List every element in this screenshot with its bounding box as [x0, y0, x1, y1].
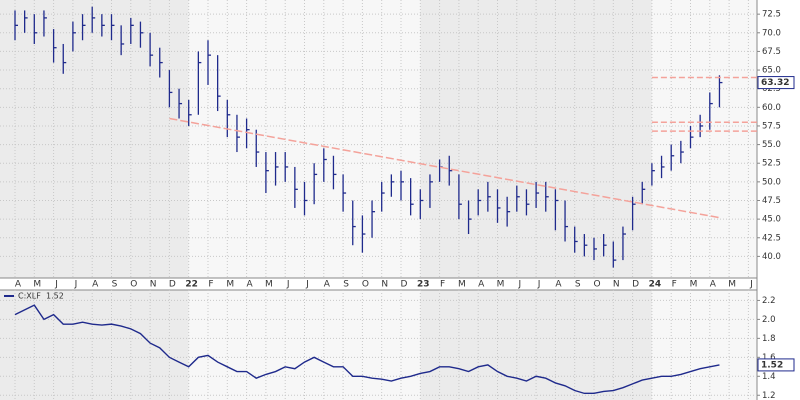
x-tick-label: D	[632, 280, 639, 290]
x-tick-label: 23	[417, 280, 430, 290]
x-tick-label: A	[92, 280, 99, 290]
year-band	[651, 290, 757, 400]
year-band	[0, 290, 189, 400]
x-tick-label: A	[710, 280, 717, 290]
x-tick-label: N	[613, 280, 620, 290]
y-tick-label: 50.0	[762, 177, 781, 187]
y-tick-label: 62.5	[762, 84, 781, 94]
y-tick-label: 45.0	[762, 215, 781, 225]
legend: C:XLF 1.52	[4, 292, 64, 301]
x-tick-label: 22	[185, 280, 198, 290]
y-tick-label: 67.5	[762, 47, 781, 57]
last-value-tag	[757, 76, 795, 90]
x-tick-label: J	[517, 280, 521, 290]
x-tick-label: J	[74, 280, 78, 290]
x-tick-label: M	[690, 280, 698, 290]
x-tick-label: J	[749, 280, 753, 290]
y-tick-label: 70.0	[762, 28, 781, 38]
x-tick-label: J	[305, 280, 309, 290]
trendline	[169, 117, 720, 219]
y-tick-label: 1.4	[762, 372, 776, 382]
x-tick-label: M	[226, 280, 234, 290]
y-tick-label: 2.0	[762, 315, 776, 325]
x-tick-label: S	[343, 280, 349, 290]
y-tick-label: 72.5	[762, 10, 781, 20]
x-tick-label: N	[150, 280, 157, 290]
year-band	[0, 0, 189, 278]
y-tick-label: 47.5	[762, 196, 781, 206]
x-tick-label: S	[575, 280, 581, 290]
x-tick-label: D	[169, 280, 176, 290]
x-tick-label: D	[401, 280, 408, 290]
x-tick-label: F	[208, 280, 213, 290]
x-tick-label: O	[130, 280, 137, 290]
y-tick-label: 55.0	[762, 140, 781, 150]
year-band	[651, 0, 757, 278]
last-value-tag	[757, 358, 795, 372]
x-tick-label: M	[33, 280, 41, 290]
x-tick-label: M	[728, 280, 736, 290]
x-tick-label: M	[497, 280, 505, 290]
x-tick-label: A	[247, 280, 254, 290]
x-tick-label: J	[537, 280, 541, 290]
x-tick-label: N	[381, 280, 388, 290]
x-tick-label: 24	[649, 280, 662, 290]
y-tick-label: 1.8	[762, 334, 776, 344]
y-tick-label: 1.6	[762, 353, 776, 363]
x-tick-label: O	[593, 280, 600, 290]
legend-name: C:XLF	[18, 292, 41, 301]
x-tick-label: O	[362, 280, 369, 290]
last-value-label: 63.32	[761, 78, 789, 88]
x-tick-label: J	[54, 280, 58, 290]
y-tick-label: 60.0	[762, 103, 781, 113]
legend-value: 1.52	[46, 292, 64, 301]
x-tick-label: F	[440, 280, 445, 290]
x-tick-label: A	[555, 280, 562, 290]
x-tick-label: F	[672, 280, 677, 290]
x-tick-label: A	[15, 280, 22, 290]
y-tick-label: 2.2	[762, 296, 776, 306]
ratio-line	[14, 304, 720, 395]
x-tick-label: A	[324, 280, 331, 290]
x-tick-label: A	[478, 280, 485, 290]
y-tick-label: 52.5	[762, 159, 781, 169]
last-value-label: 1.52	[761, 360, 783, 370]
x-tick-label: J	[286, 280, 290, 290]
y-tick-label: 65.0	[762, 66, 781, 76]
x-tick-label: M	[265, 280, 273, 290]
x-tick-label: M	[458, 280, 466, 290]
y-tick-label: 42.5	[762, 233, 781, 243]
y-tick-label: 57.5	[762, 121, 781, 131]
x-tick-label: S	[112, 280, 118, 290]
y-tick-label: 40.0	[762, 252, 781, 262]
y-tick-label: 1.2	[762, 391, 776, 400]
